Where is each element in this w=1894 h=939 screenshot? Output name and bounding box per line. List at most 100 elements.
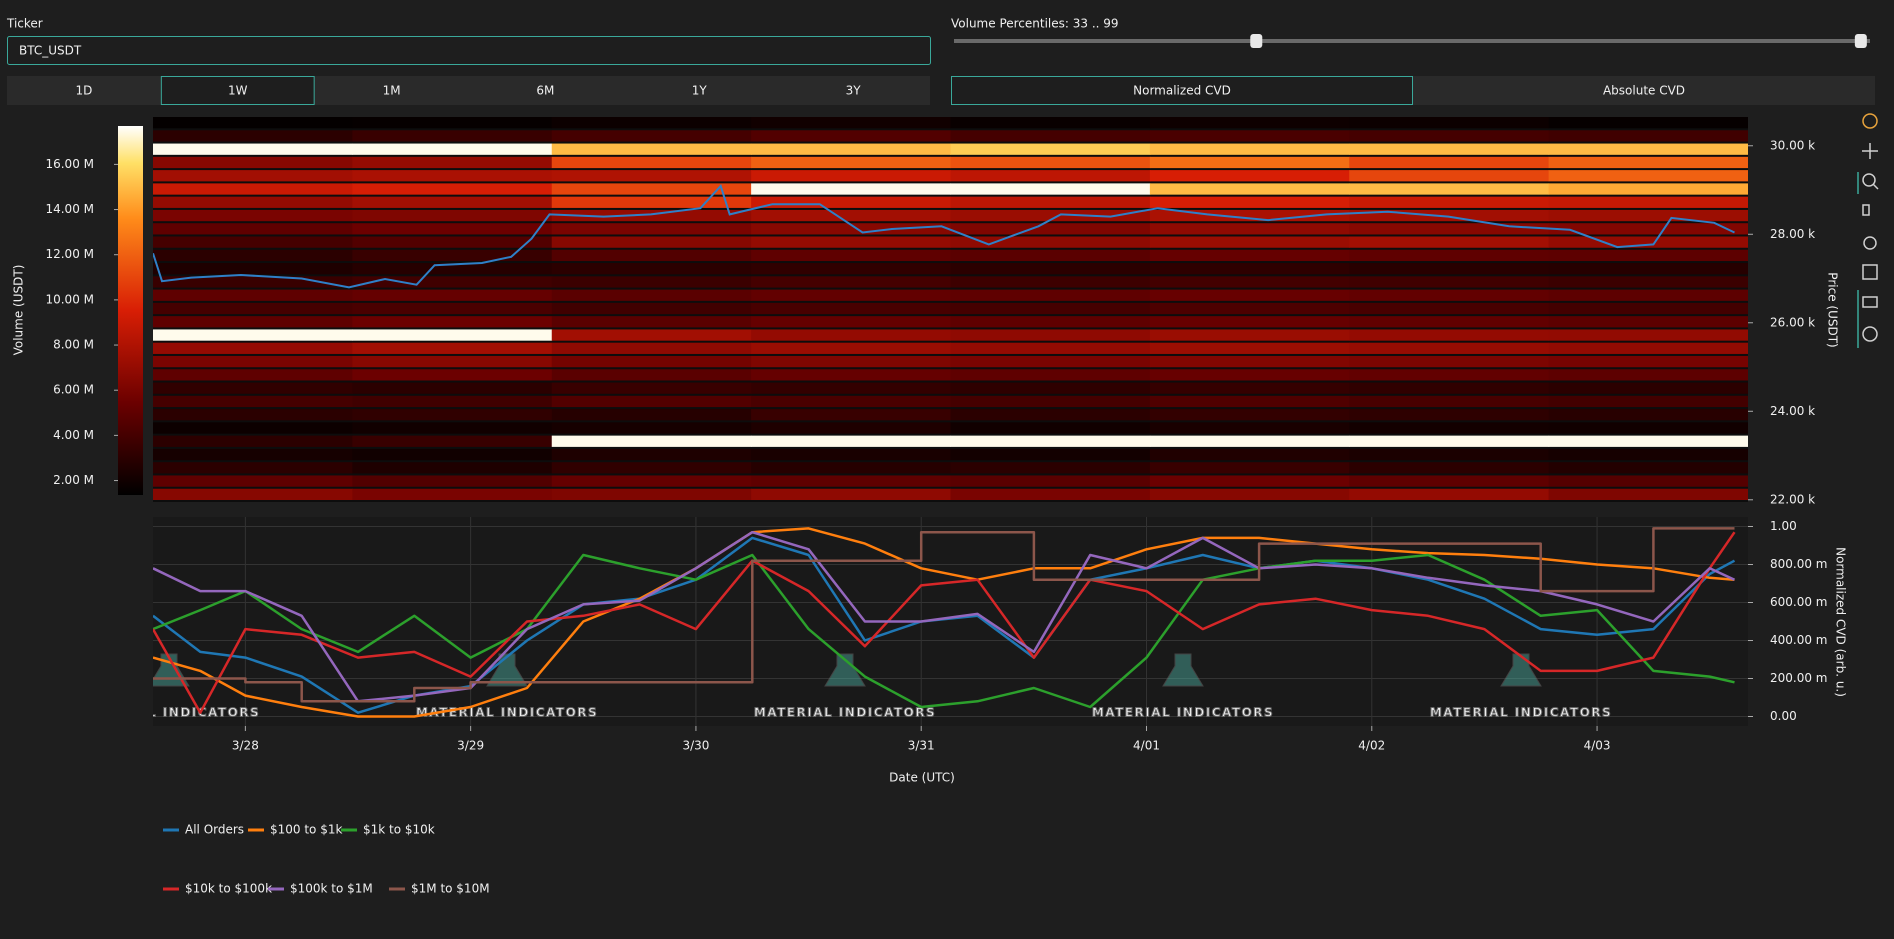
tool-logo[interactable] xyxy=(1862,113,1878,129)
colorbar-tick-label: 4.00 M xyxy=(53,428,94,442)
heatmap-cell xyxy=(153,130,353,142)
heatmap-cell xyxy=(1349,170,1550,182)
x-axis-title: Date (UTC) xyxy=(889,771,955,785)
heatmap-cell xyxy=(1548,209,1748,222)
heatmap-cell xyxy=(1149,422,1350,434)
cvd-line xyxy=(153,527,1735,718)
ticker-value: BTC_USDT xyxy=(19,44,82,58)
heatmap-cell xyxy=(551,209,752,222)
heatmap-cell xyxy=(1149,488,1350,500)
tool-pan[interactable] xyxy=(1862,143,1878,159)
tool-save[interactable] xyxy=(1862,264,1878,280)
heatmap-cell xyxy=(352,209,553,222)
y-tick-label: 30.00 k xyxy=(1770,138,1815,152)
heatmap-cell xyxy=(551,382,752,394)
heatmap-cell xyxy=(1149,395,1350,408)
heatmap-cell xyxy=(153,422,353,434)
heatmap-cell xyxy=(1548,488,1748,500)
legend-label[interactable]: $100 to $1k xyxy=(270,823,342,837)
tool-crosshair[interactable] xyxy=(1862,326,1878,342)
legend-label[interactable]: $10k to $100k xyxy=(185,882,272,896)
heatmap-cell xyxy=(1349,156,1550,169)
tool-reset[interactable] xyxy=(1863,236,1877,250)
heatmap-cell xyxy=(751,289,951,301)
heatmap-cell xyxy=(1149,302,1350,315)
slider-handle[interactable] xyxy=(1854,34,1867,48)
legend-label[interactable]: $1k to $10k xyxy=(363,823,435,837)
heatmap-cell xyxy=(950,236,1151,248)
timeframe-bar xyxy=(7,76,930,105)
heatmap-cell xyxy=(1548,183,1748,195)
heatmap-cell xyxy=(352,143,553,155)
heatmap-cell xyxy=(1349,462,1550,474)
legend-label[interactable]: $100k to $1M xyxy=(290,882,373,896)
watermark-flask xyxy=(824,653,866,687)
watermarks: MATERIAL INDICATORS MATERIAL INDICATORS MA… xyxy=(153,653,1611,720)
heatmap-cell xyxy=(153,409,353,421)
heatmap-cell xyxy=(1149,236,1350,248)
heatmap-cell xyxy=(352,156,553,169)
tool-wheel[interactable] xyxy=(1862,204,1870,216)
heatmap-cell xyxy=(1149,117,1350,129)
heatmap-cell xyxy=(751,156,951,169)
heatmap-cell xyxy=(551,475,752,487)
heatmap-cell xyxy=(751,170,951,182)
heatmap-cell xyxy=(1349,263,1550,275)
timeframe-label: 6M xyxy=(536,84,554,98)
heatmap-cell xyxy=(153,209,353,222)
x-tick-label: 3/31 xyxy=(908,739,935,753)
x-tick-label: 3/30 xyxy=(682,739,709,753)
timeframe-button[interactable] xyxy=(160,76,315,105)
heatmap-cell xyxy=(751,435,951,447)
heatmap-cell xyxy=(950,170,1151,182)
heatmap-cell xyxy=(153,170,353,182)
heatmap-cell xyxy=(950,302,1151,315)
x-tick-label: 3/29 xyxy=(457,739,484,753)
heatmap-cell xyxy=(153,355,353,368)
slider-handle[interactable] xyxy=(1250,34,1263,48)
heatmap-cell xyxy=(751,475,951,487)
heatmap-cell xyxy=(551,435,752,447)
ticker-input[interactable] xyxy=(7,36,931,65)
heatmap-cell xyxy=(751,422,951,434)
colorbar-tick-label: 10.00 M xyxy=(45,292,94,306)
heatmap-cell xyxy=(751,462,951,474)
timeframe-label: 1W xyxy=(228,84,248,98)
heatmap-cell xyxy=(1149,156,1350,169)
tool-hover[interactable] xyxy=(1862,296,1878,308)
watermark-flask xyxy=(486,653,528,687)
colorbar-tick-label: 12.00 M xyxy=(45,247,94,261)
heatmap-cell xyxy=(751,395,951,408)
heatmap-cell xyxy=(153,395,353,408)
heatmap-cell xyxy=(751,209,951,222)
heatmap-cell xyxy=(352,462,553,474)
legend-label[interactable]: $1M to $10M xyxy=(411,882,490,896)
heatmap-cell xyxy=(551,276,752,288)
heatmap-cell xyxy=(551,223,752,235)
heatmap-cell xyxy=(1548,196,1748,208)
heatmap-cell xyxy=(751,488,951,500)
heatmap-cell xyxy=(1149,435,1350,447)
x-tick-label: 3/28 xyxy=(232,739,259,753)
colorbar-title: Volume (USDT) xyxy=(12,265,26,356)
heatmap-cell xyxy=(950,130,1151,142)
heatmap-cell xyxy=(950,488,1151,500)
tool-zoom[interactable] xyxy=(1862,173,1876,187)
heatmap-cell xyxy=(1349,448,1550,461)
heatmap-cell xyxy=(751,302,951,315)
heatmap-cell xyxy=(1349,183,1550,195)
cvd-tab-label: Normalized CVD xyxy=(1133,84,1231,98)
heatmap-cell xyxy=(153,143,353,155)
heatmap-cell xyxy=(1349,329,1550,341)
heatmap-cell xyxy=(1149,289,1350,301)
heatmap-cell xyxy=(551,289,752,301)
heatmap-cell xyxy=(551,409,752,421)
plot-background xyxy=(153,517,1748,726)
y-axis-title: Price (USDT) xyxy=(1826,272,1840,347)
x-tick-label: 4/01 xyxy=(1133,739,1160,753)
heatmap-cell xyxy=(950,422,1151,434)
legend-label[interactable]: All Orders xyxy=(185,823,244,837)
cvd-tab[interactable] xyxy=(951,76,1413,105)
heatmap-cell xyxy=(1349,249,1550,262)
